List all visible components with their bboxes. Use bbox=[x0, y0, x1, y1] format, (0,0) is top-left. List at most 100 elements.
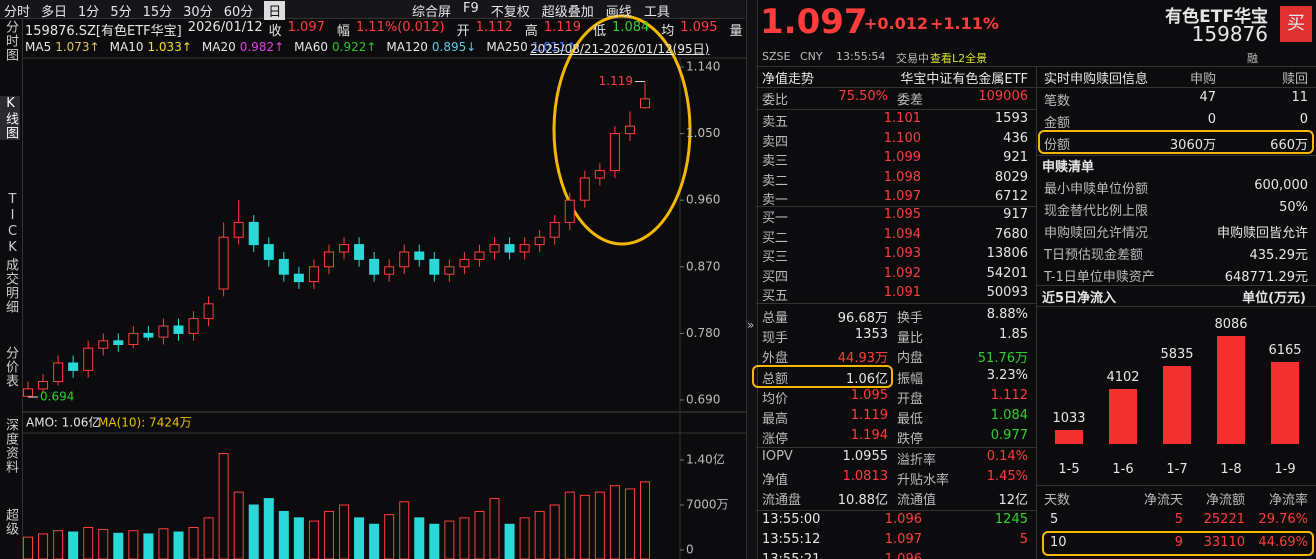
label: 最高 bbox=[762, 412, 789, 427]
label: 流通盘 bbox=[762, 493, 802, 509]
value: 1.0813 bbox=[842, 469, 889, 485]
level: 卖二 bbox=[762, 173, 789, 189]
highlight bbox=[1042, 531, 1314, 556]
bar-label: 8086 bbox=[1214, 317, 1248, 333]
value: 1.119 bbox=[850, 408, 888, 423]
flow-bar bbox=[1271, 362, 1299, 444]
side-tab[interactable]: 分时图 bbox=[3, 20, 18, 62]
volume-bar bbox=[489, 498, 500, 559]
side-tab[interactable]: 深度资料 bbox=[3, 418, 18, 474]
volume-bar bbox=[83, 527, 94, 559]
candle-body bbox=[609, 133, 620, 172]
change: +0.012 bbox=[864, 14, 929, 33]
max-label: 1.119 bbox=[599, 74, 633, 88]
tool-button[interactable]: 工具 bbox=[643, 5, 670, 20]
candle-body bbox=[158, 325, 169, 338]
divider bbox=[1036, 66, 1037, 559]
candle-body bbox=[489, 244, 500, 253]
ma-value: 1.073↑ bbox=[55, 40, 100, 54]
period-tab[interactable]: 分时 bbox=[4, 5, 31, 20]
price: 1.098 bbox=[883, 169, 921, 185]
expand-arrow[interactable]: » bbox=[747, 318, 755, 332]
tool-button[interactable]: 不复权 bbox=[490, 5, 530, 20]
period-tab[interactable]: 1分 bbox=[78, 5, 100, 20]
y-tick-label: 0.960 bbox=[686, 193, 720, 207]
volume-bar bbox=[113, 532, 124, 559]
candle-body bbox=[233, 221, 244, 238]
label: 均价 bbox=[762, 391, 789, 407]
label: 涨停 bbox=[762, 432, 789, 448]
volume: 917 bbox=[1003, 207, 1028, 222]
ma-value: 0.982↑ bbox=[239, 40, 285, 54]
side-tab[interactable]: 超级 bbox=[3, 508, 18, 536]
period-tab[interactable]: 15分 bbox=[142, 5, 173, 20]
price: 1.097 bbox=[883, 189, 921, 205]
candle-body bbox=[384, 266, 395, 275]
x-label: 1-8 bbox=[1220, 462, 1242, 477]
divider bbox=[746, 0, 758, 559]
volume: 7680 bbox=[994, 226, 1028, 242]
volume-bar bbox=[233, 491, 244, 559]
separator bbox=[756, 206, 1036, 207]
level: 卖五 bbox=[762, 115, 789, 130]
candle-body bbox=[429, 258, 440, 275]
volume: 13806 bbox=[986, 246, 1028, 262]
trade-time: 13:55:21 bbox=[762, 552, 820, 559]
highlight bbox=[1038, 130, 1314, 154]
value: 1353 bbox=[854, 327, 888, 343]
fund-full-name: 华宝中证有色金属ETF bbox=[900, 72, 1028, 87]
status-item: 13:55:54 bbox=[836, 50, 886, 63]
volume-bar bbox=[594, 491, 605, 559]
tool-button[interactable]: 综合屏 bbox=[412, 5, 452, 20]
value: 47 bbox=[1199, 90, 1216, 105]
volume: 1593 bbox=[994, 111, 1028, 126]
candle-body bbox=[68, 362, 79, 371]
side-tab[interactable]: K线图 bbox=[0, 96, 20, 140]
status-item[interactable]: 查看L2全景 bbox=[930, 52, 988, 65]
candle-body bbox=[113, 340, 124, 345]
quote-line: 159876.SZ[有色ETF华宝] 2026/01/12 收 1.097 幅 1.11%… bbox=[25, 20, 743, 39]
period-tab[interactable]: 60分 bbox=[223, 5, 254, 20]
period-tab[interactable]: 30分 bbox=[183, 5, 213, 20]
value: 0.977 bbox=[990, 428, 1028, 444]
label: 份额 bbox=[1044, 138, 1071, 153]
value: 75.50% bbox=[838, 89, 888, 104]
label: 最低 bbox=[897, 412, 924, 427]
value: 10.88亿 bbox=[837, 493, 888, 509]
flow-bar bbox=[1217, 336, 1245, 444]
ma-value: 1.011↑ bbox=[531, 40, 577, 54]
volume-bar bbox=[128, 530, 139, 559]
separator bbox=[756, 109, 1036, 110]
label: 现手 bbox=[762, 331, 789, 347]
tool-button[interactable]: F9 bbox=[463, 1, 479, 16]
price: 1.095 bbox=[883, 207, 921, 222]
period-tab[interactable]: 日 bbox=[264, 1, 286, 20]
period-tab[interactable]: 5分 bbox=[110, 5, 132, 20]
buy-badge[interactable]: 买 bbox=[1280, 6, 1312, 42]
net-rate: 44.69% bbox=[1258, 535, 1308, 550]
x-label: 1-7 bbox=[1166, 462, 1188, 477]
flow-bar bbox=[1163, 366, 1191, 444]
tool-button[interactable]: 超级叠加 bbox=[541, 5, 594, 20]
value: 0 bbox=[1299, 112, 1308, 127]
ma-name: MA20 bbox=[201, 40, 236, 54]
trade-price: 1.096 bbox=[884, 512, 922, 527]
side-tab[interactable]: TICK bbox=[5, 192, 20, 256]
level: 买四 bbox=[762, 269, 789, 285]
trade-price: 1.097 bbox=[884, 532, 922, 547]
label: 申购赎回允许情况 bbox=[1044, 226, 1149, 241]
tool-button[interactable]: 画线 bbox=[605, 5, 632, 20]
candle-body bbox=[519, 244, 530, 253]
period-tab[interactable]: 多日 bbox=[41, 5, 68, 20]
volume-bar bbox=[308, 520, 319, 559]
side-tab[interactable]: 分价表 bbox=[3, 346, 18, 388]
status-item: 交易中 bbox=[896, 52, 929, 65]
days: 5 bbox=[1050, 512, 1059, 527]
bar-label: 1033 bbox=[1052, 411, 1086, 427]
candle-body bbox=[38, 381, 49, 390]
ma-name: MA10 bbox=[109, 40, 144, 54]
chart-title: 近5日净流入 bbox=[1042, 291, 1117, 306]
days: 10 bbox=[1050, 535, 1067, 550]
side-tab[interactable]: 成交明细 bbox=[3, 258, 18, 314]
